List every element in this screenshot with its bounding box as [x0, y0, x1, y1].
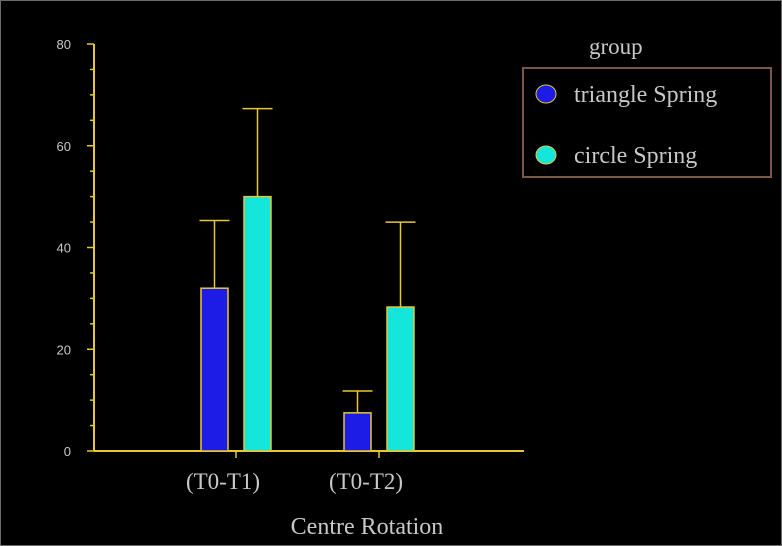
legend-label: circle Spring	[574, 143, 697, 169]
x-axis-title: Centre Rotation	[291, 514, 444, 540]
x-category-label: (T0-T2)	[329, 469, 403, 494]
x-category-label: (T0-T1)	[186, 469, 260, 494]
y-tick-label: 60	[57, 139, 71, 154]
y-tick-label: 0	[64, 444, 71, 459]
axes	[87, 43, 524, 458]
legend-title: group	[589, 34, 643, 59]
legend-label: triangle Spring	[574, 82, 717, 108]
bar	[386, 306, 415, 452]
legend: group triangle Spring circle Spring	[522, 34, 772, 178]
labels: 0 20 40 60 80 (T0-T1) (T0-T2) Centre Rotation	[57, 37, 444, 540]
bar	[343, 412, 372, 452]
y-tick-label: 20	[57, 342, 71, 357]
bars	[200, 195, 415, 452]
legend-box	[522, 67, 772, 178]
y-tick-label: 80	[57, 37, 71, 52]
legend-swatch	[535, 145, 557, 165]
error-bars	[199, 107, 416, 413]
y-tick-label: 40	[57, 241, 71, 256]
legend-swatch	[535, 84, 557, 104]
bar	[200, 287, 229, 452]
bar	[243, 195, 272, 452]
